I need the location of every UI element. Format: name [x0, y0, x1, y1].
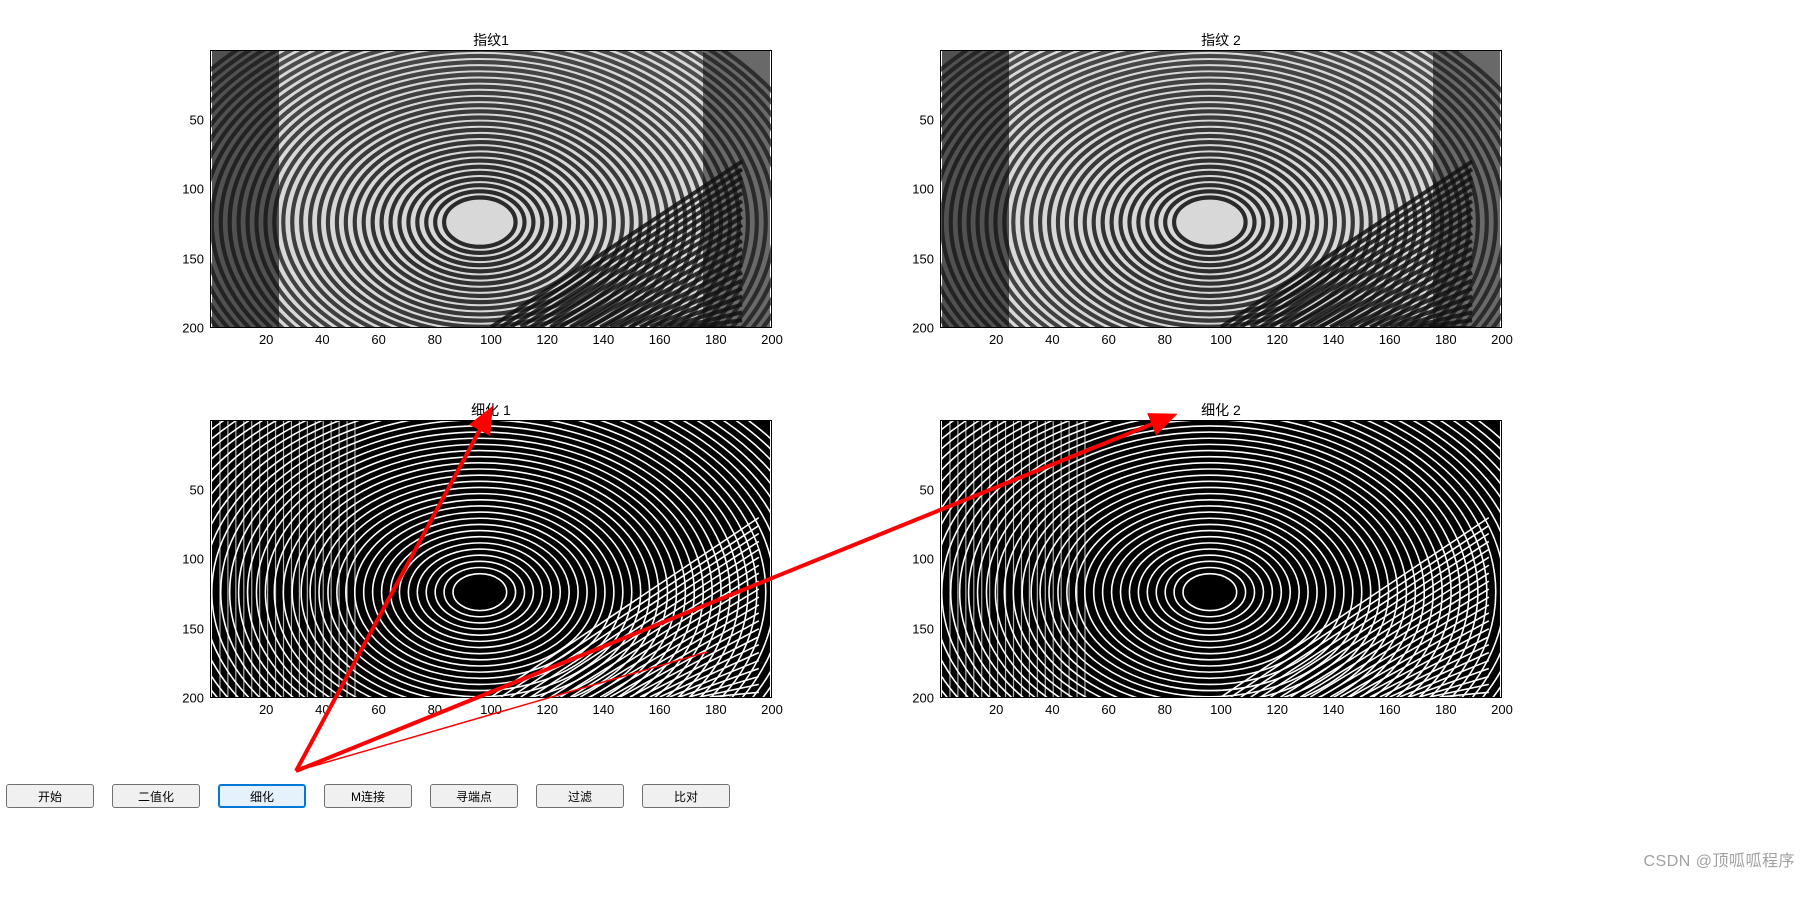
axes-box [210, 420, 772, 698]
xtick-label: 180 [1435, 698, 1457, 717]
xtick-label: 80 [1158, 698, 1172, 717]
xtick-label: 140 [1323, 698, 1345, 717]
btn-endpoint[interactable]: 寻端点 [430, 784, 518, 808]
button-label: 过滤 [568, 788, 592, 805]
xtick-label: 60 [1101, 698, 1115, 717]
button-label: 寻端点 [456, 788, 492, 805]
xtick-label: 40 [1045, 328, 1059, 347]
xtick-label: 20 [989, 328, 1003, 347]
xtick-label: 120 [536, 698, 558, 717]
xtick-label: 180 [705, 698, 727, 717]
figure-area: 指纹15010015020020406080100120140160180200… [0, 0, 1815, 770]
xtick-label: 160 [649, 328, 671, 347]
axes-box [940, 420, 1502, 698]
ytick-label: 200 [182, 321, 210, 336]
xtick-label: 160 [649, 698, 671, 717]
btn-mconnect[interactable]: M连接 [324, 784, 412, 808]
ytick-label: 50 [920, 482, 940, 497]
button-label: 二值化 [138, 788, 174, 805]
button-row: 开始 二值化 细化 M连接 寻端点 过滤 比对 [0, 781, 730, 811]
xtick-label: 20 [989, 698, 1003, 717]
ytick-label: 100 [912, 182, 940, 197]
subplot-fp1: 指纹15010015020020406080100120140160180200 [210, 50, 772, 328]
button-label: 细化 [250, 788, 274, 805]
btn-filter[interactable]: 过滤 [536, 784, 624, 808]
xtick-label: 60 [371, 698, 385, 717]
xtick-label: 200 [1491, 698, 1513, 717]
xtick-label: 160 [1379, 328, 1401, 347]
xtick-label: 120 [1266, 328, 1288, 347]
xtick-label: 140 [593, 328, 615, 347]
ytick-label: 50 [920, 112, 940, 127]
watermark: CSDN @顶呱呱程序 [1643, 847, 1795, 871]
xtick-label: 200 [761, 328, 783, 347]
ytick-label: 150 [182, 251, 210, 266]
ytick-label: 150 [182, 621, 210, 636]
btn-thin[interactable]: 细化 [218, 784, 306, 808]
xtick-label: 20 [259, 328, 273, 347]
ytick-label: 200 [912, 691, 940, 706]
button-label: 比对 [674, 788, 698, 805]
button-label: 开始 [38, 788, 62, 805]
btn-start[interactable]: 开始 [6, 784, 94, 808]
subplot-title: 细化 1 [210, 400, 772, 420]
xtick-label: 160 [1379, 698, 1401, 717]
axes-box [210, 50, 772, 328]
subplot-fp2: 指纹 2501001502002040608010012014016018020… [940, 50, 1502, 328]
ytick-label: 150 [912, 251, 940, 266]
subplot-title: 细化 2 [940, 400, 1502, 420]
xtick-label: 100 [1210, 328, 1232, 347]
xtick-label: 120 [536, 328, 558, 347]
ytick-label: 200 [912, 321, 940, 336]
xtick-label: 140 [593, 698, 615, 717]
ytick-label: 100 [912, 552, 940, 567]
xtick-label: 100 [480, 698, 502, 717]
button-label: M连接 [351, 788, 385, 805]
xtick-label: 40 [315, 328, 329, 347]
xtick-label: 80 [428, 328, 442, 347]
xtick-label: 60 [371, 328, 385, 347]
ytick-label: 50 [190, 482, 210, 497]
ytick-label: 150 [912, 621, 940, 636]
xtick-label: 200 [1491, 328, 1513, 347]
subplot-thin1: 细化 1501001502002040608010012014016018020… [210, 420, 772, 698]
btn-binarize[interactable]: 二值化 [112, 784, 200, 808]
ytick-label: 50 [190, 112, 210, 127]
xtick-label: 20 [259, 698, 273, 717]
xtick-label: 120 [1266, 698, 1288, 717]
xtick-label: 40 [1045, 698, 1059, 717]
xtick-label: 100 [1210, 698, 1232, 717]
subplot-thin2: 细化 2501001502002040608010012014016018020… [940, 420, 1502, 698]
btn-compare[interactable]: 比对 [642, 784, 730, 808]
xtick-label: 80 [1158, 328, 1172, 347]
xtick-label: 180 [705, 328, 727, 347]
ytick-label: 100 [182, 552, 210, 567]
xtick-label: 40 [315, 698, 329, 717]
xtick-label: 200 [761, 698, 783, 717]
xtick-label: 80 [428, 698, 442, 717]
ytick-label: 100 [182, 182, 210, 197]
xtick-label: 180 [1435, 328, 1457, 347]
subplot-title: 指纹1 [210, 30, 772, 50]
ytick-label: 200 [182, 691, 210, 706]
axes-box [940, 50, 1502, 328]
xtick-label: 100 [480, 328, 502, 347]
xtick-label: 60 [1101, 328, 1115, 347]
subplot-title: 指纹 2 [940, 30, 1502, 50]
xtick-label: 140 [1323, 328, 1345, 347]
